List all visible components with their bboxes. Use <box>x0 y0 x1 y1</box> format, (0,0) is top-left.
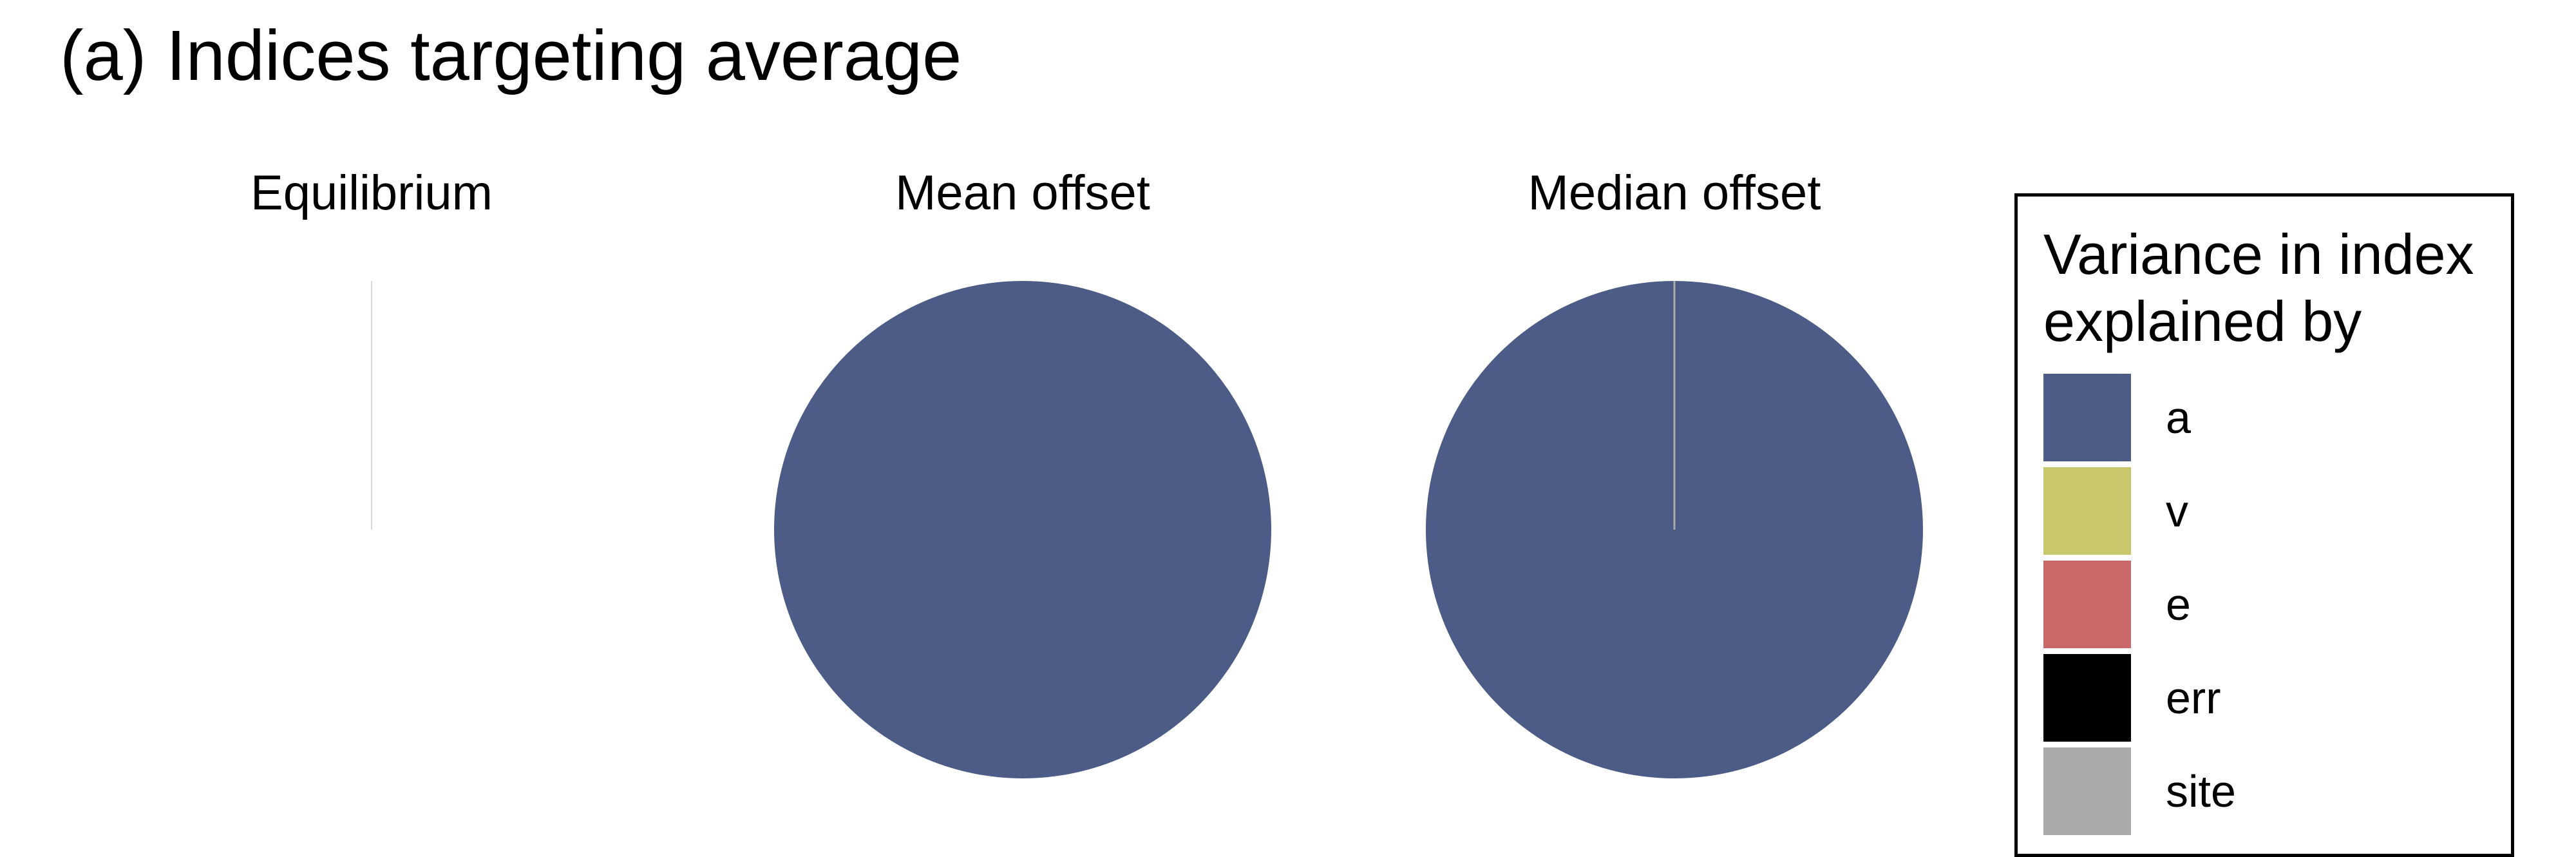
legend-item-err: err <box>2043 654 2456 742</box>
legend-title: Variance in index explained by <box>2043 221 2474 355</box>
legend: Variance in index explained by a v e err… <box>2014 193 2514 857</box>
legend-key-a <box>2043 374 2131 461</box>
legend-title-line2: explained by <box>2043 289 2362 353</box>
pie-title-equilibrium: Equilibrium <box>251 166 493 220</box>
pie-slice-a <box>1425 281 1923 779</box>
legend-label-e: e <box>2166 579 2191 630</box>
legend-key-e <box>2043 561 2131 648</box>
pie-title-median-offset: Median offset <box>1528 166 1821 220</box>
pie-mean-offset <box>774 281 1271 778</box>
legend-label-err: err <box>2166 673 2221 723</box>
legend-title-line1: Variance in index <box>2043 222 2474 286</box>
legend-key-err <box>2043 654 2131 742</box>
pie-title-mean-offset: Mean offset <box>895 166 1150 220</box>
legend-item-a: a <box>2043 374 2456 461</box>
legend-label-v: v <box>2166 486 2188 536</box>
legend-label-site: site <box>2166 766 2236 816</box>
pie-median-offset <box>1425 281 1923 779</box>
legend-label-a: a <box>2166 392 2191 443</box>
legend-item-site: site <box>2043 747 2456 835</box>
legend-key-v <box>2043 467 2131 555</box>
panel-title: (a) Indices targeting average <box>60 16 962 95</box>
pie-slice-a <box>774 281 1271 778</box>
pie-charts <box>371 281 1923 779</box>
legend-key-site <box>2043 747 2131 835</box>
legend-item-v: v <box>2043 467 2456 555</box>
legend-item-e: e <box>2043 561 2456 648</box>
